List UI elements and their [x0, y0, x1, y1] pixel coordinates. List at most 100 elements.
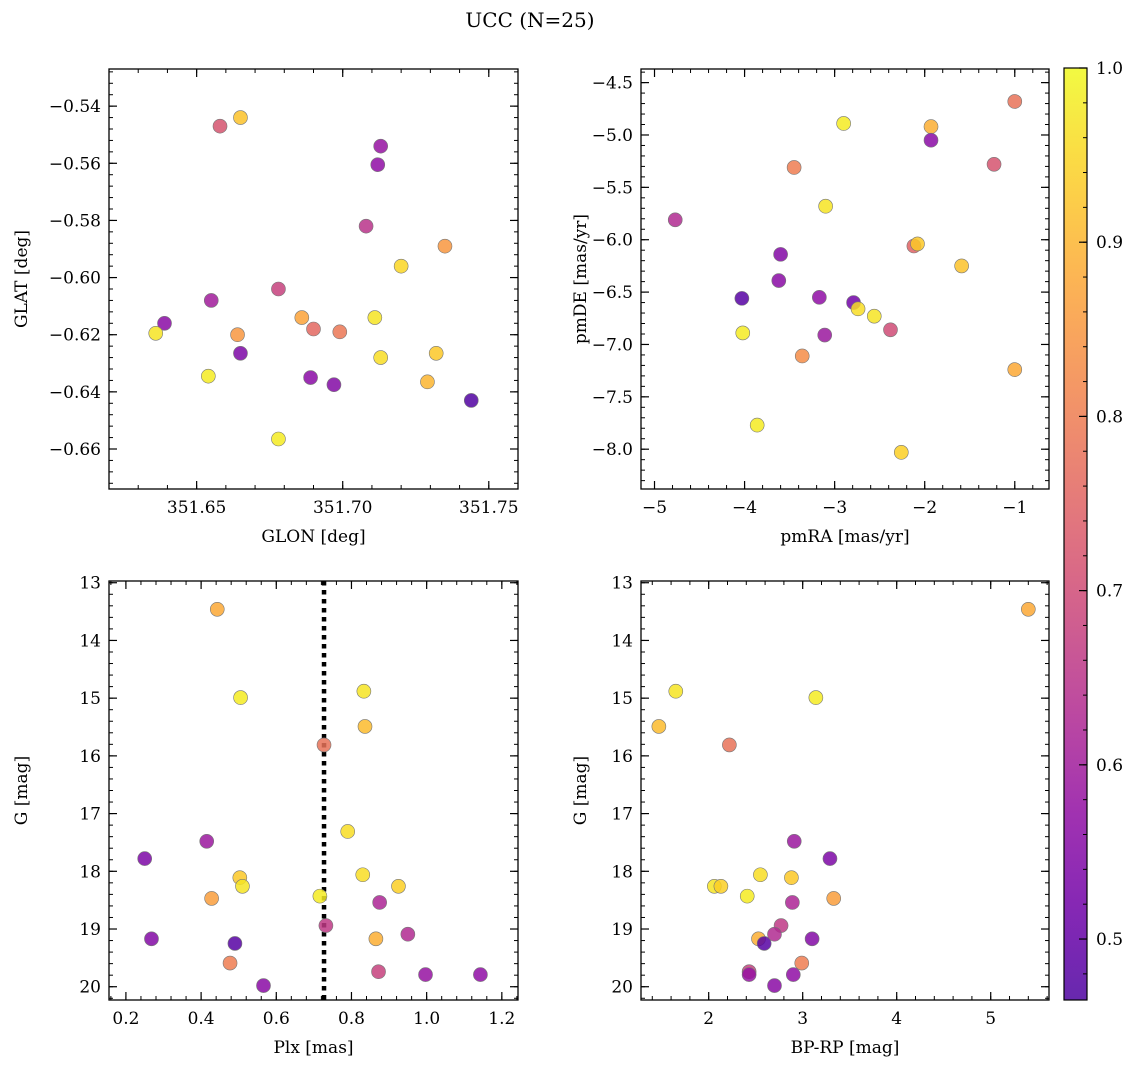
y-tick-label: 16: [79, 747, 101, 767]
y-tick-label: −6.5: [592, 283, 633, 303]
scatter-point: [371, 964, 386, 980]
scatter-point: [786, 833, 802, 849]
panel-3: 0.2 0.4 0.6 0.8 1.0 1.2 13 14 15 16 17 18 19 20 Plx [m…: [12, 574, 519, 1058]
scatter-point: [893, 445, 909, 460]
y-tick-label: 15: [611, 689, 633, 709]
axes-frame: [640, 68, 1050, 490]
scatter-point: [326, 377, 342, 393]
scatter-point: [437, 238, 453, 254]
scatter-point: [1007, 362, 1023, 377]
scatter-point: [233, 110, 248, 125]
scatter-point: [667, 212, 683, 228]
x-tick-label: −2: [912, 498, 937, 518]
y-tick-label: 18: [79, 862, 101, 882]
scatter-point: [722, 737, 737, 753]
y-tick-label: 16: [611, 747, 633, 767]
y-tick-label: 13: [611, 574, 633, 594]
scatter-point: [753, 867, 768, 883]
x-axis-label: pmRA [mas/yr]: [780, 527, 909, 547]
scatter-point: [222, 955, 238, 971]
scatter-point: [358, 218, 374, 234]
panel-4: 2 3 4 5 13 14 15 16 17 18 19 20 BP-RP [mag] G [mag]: [571, 574, 1050, 1058]
colorbar-tick-label: 0.8: [1096, 407, 1123, 427]
y-tick-label: 20: [611, 978, 633, 998]
scatter-point: [233, 690, 248, 705]
scatter-point: [463, 393, 479, 408]
y-tick-label: 19: [611, 920, 633, 940]
scatter-point: [420, 374, 435, 390]
scatter-point: [271, 431, 286, 447]
scatter-point: [818, 198, 833, 214]
x-tick-label: 2: [703, 1009, 714, 1029]
y-axis-label: G [mag]: [12, 756, 32, 825]
scatter-point: [233, 345, 248, 361]
y-tick-label: 14: [79, 631, 101, 651]
scatter-point: [836, 116, 851, 131]
colorbar-tick-label: 0.7: [1096, 582, 1123, 602]
scatter-point: [157, 315, 172, 331]
scatter-point: [850, 301, 866, 317]
scatter-point: [923, 119, 939, 134]
y-axis-label: G [mag]: [571, 756, 591, 825]
scatter-point: [767, 978, 782, 993]
scatter-point: [355, 867, 371, 883]
scatter-point: [373, 138, 388, 154]
scatter-point: [954, 258, 969, 274]
scatter-point: [316, 737, 332, 753]
scatter-point: [306, 321, 321, 337]
x-tick-label: 4: [891, 1009, 902, 1029]
y-tick-label: 20: [79, 978, 101, 998]
scatter-point: [923, 132, 939, 148]
scatter-point: [784, 870, 799, 885]
scatter-point: [794, 348, 810, 364]
y-tick-label: −5.0: [592, 126, 633, 146]
scatter-point: [294, 310, 310, 325]
scatter-point: [771, 273, 787, 288]
y-tick-label: −4.5: [592, 74, 633, 94]
y-tick-label: −0.58: [49, 211, 101, 231]
scatter-point: [749, 417, 765, 433]
x-tick-label: 0.2: [112, 1009, 139, 1029]
panels: 351.65 351.70 351.75 −0.54 −0.56 −0.58 −0.60 −0…: [12, 68, 1050, 1058]
y-tick-label: −5.5: [592, 178, 633, 198]
scatter-point: [794, 955, 810, 971]
scatter-point: [400, 926, 416, 942]
scatter-point: [303, 370, 318, 385]
scatter-point: [739, 888, 755, 904]
scatter-point: [368, 931, 384, 947]
axes-frame: [108, 580, 519, 1001]
y-tick-label: −0.60: [49, 269, 101, 289]
scatter-point: [822, 851, 838, 866]
y-tick-label: 15: [79, 689, 101, 709]
x-tick-label: 351.70: [313, 498, 372, 518]
scatter-point: [1007, 94, 1023, 109]
scatter-point: [204, 891, 219, 906]
scatter-point: [741, 967, 757, 982]
x-tick-label: 0.4: [188, 1009, 215, 1029]
x-axis-label: GLON [deg]: [261, 527, 365, 547]
x-tick-label: −3: [822, 498, 847, 518]
scatter-point: [668, 683, 684, 699]
figure-title: UCC (N=25): [465, 8, 594, 32]
scatter-point: [428, 345, 444, 361]
scatter-point: [418, 967, 433, 982]
colorbar-tick-label: 1.0: [1096, 59, 1123, 79]
scatter-point: [332, 324, 348, 340]
scatter-point: [473, 967, 488, 982]
scatter-point: [883, 322, 898, 338]
x-tick-label: 5: [985, 1009, 996, 1029]
scatter-point: [373, 350, 388, 365]
y-axis-label: GLAT [deg]: [12, 230, 32, 328]
scatter-point: [271, 281, 286, 297]
axes-frame: [640, 580, 1050, 1001]
y-tick-label: 17: [611, 805, 633, 825]
x-tick-label: 0.6: [263, 1009, 290, 1029]
scatter-point: [826, 891, 842, 906]
x-axis-label: Plx [mas]: [273, 1038, 353, 1058]
scatter-point: [227, 936, 243, 951]
x-tick-label: 0.8: [338, 1009, 365, 1029]
y-tick-label: −6.0: [592, 231, 633, 251]
y-tick-label: −0.66: [49, 440, 101, 460]
scatter-point: [318, 918, 334, 933]
x-axis-label: BP-RP [mag]: [791, 1038, 900, 1058]
